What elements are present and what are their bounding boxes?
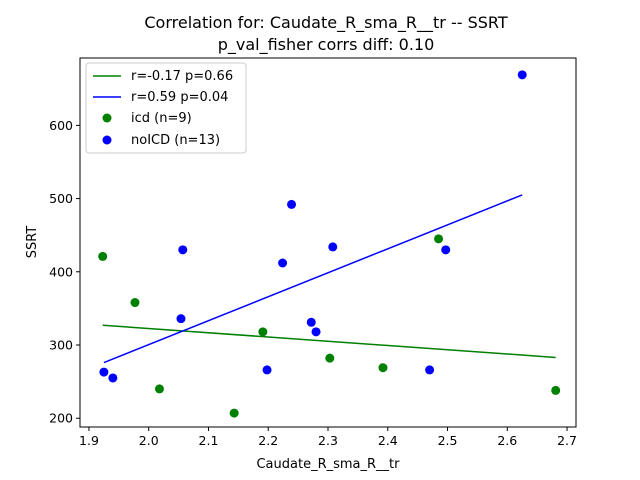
x-axis-ticks: 1.9 2.0 2.1 2.2 2.3 2.4 2.5 2.6 2.7 xyxy=(79,427,577,448)
point-noicd xyxy=(99,367,109,377)
x-tick-label: 2.5 xyxy=(438,433,458,448)
point-noicd xyxy=(176,314,186,324)
legend-marker-noicd xyxy=(102,135,112,145)
x-tick-label: 2.4 xyxy=(378,433,398,448)
point-noicd xyxy=(425,365,435,375)
x-tick-label: 2.7 xyxy=(557,433,577,448)
y-tick-label: 500 xyxy=(49,191,73,206)
point-noicd xyxy=(278,258,288,268)
point-icd xyxy=(325,353,335,363)
chart-subtitle: p_val_fisher corrs diff: 0.10 xyxy=(218,35,435,55)
fit-line-icd xyxy=(102,324,556,359)
y-tick-label: 200 xyxy=(49,411,73,426)
point-noicd xyxy=(311,327,321,337)
point-icd xyxy=(551,385,561,395)
legend-box xyxy=(85,62,247,154)
point-icd xyxy=(154,384,164,394)
point-noicd xyxy=(328,242,338,252)
legend-text-icd-fit: r=-0.17 p=0.66 xyxy=(131,69,233,84)
y-tick-label: 600 xyxy=(49,118,73,133)
point-icd xyxy=(434,234,444,244)
x-tick-label: 2.1 xyxy=(199,433,219,448)
chart-title: Correlation for: Caudate_R_sma_R__tr -- … xyxy=(144,13,508,33)
y-tick-label: 300 xyxy=(49,338,73,353)
legend-text-icd: icd (n=9) xyxy=(131,111,192,126)
point-noicd xyxy=(108,373,118,383)
y-axis-label: SSRT xyxy=(25,226,40,259)
x-tick-label: 2.2 xyxy=(258,433,278,448)
point-noicd xyxy=(287,199,297,209)
x-tick-label: 2.6 xyxy=(497,433,517,448)
point-noicd xyxy=(517,70,527,80)
y-axis-ticks: 200 300 400 500 600 xyxy=(49,118,80,426)
legend-text-noicd-fit: r=0.59 p=0.04 xyxy=(131,90,228,105)
y-tick-label: 400 xyxy=(49,264,73,279)
point-icd xyxy=(258,327,268,337)
fit-lines xyxy=(102,194,556,364)
x-axis-label: Caudate_R_sma_R__tr xyxy=(256,457,400,472)
point-icd xyxy=(130,298,140,308)
point-noicd xyxy=(306,317,316,327)
legend-marker-icd xyxy=(102,113,112,123)
point-noicd xyxy=(441,245,451,255)
point-icd xyxy=(378,363,388,373)
legend: r=-0.17 p=0.66 r=0.59 p=0.04 icd (n=9) n… xyxy=(85,62,247,154)
x-tick-label: 1.9 xyxy=(79,433,99,448)
x-tick-label: 2.3 xyxy=(318,433,338,448)
x-tick-label: 2.0 xyxy=(139,433,159,448)
point-noicd xyxy=(178,245,188,255)
point-noicd xyxy=(262,365,272,375)
point-icd xyxy=(229,408,239,418)
point-icd xyxy=(98,251,108,261)
legend-text-noicd: noICD (n=13) xyxy=(131,133,220,148)
data-points xyxy=(98,70,561,418)
fit-line-noicd xyxy=(103,194,523,364)
